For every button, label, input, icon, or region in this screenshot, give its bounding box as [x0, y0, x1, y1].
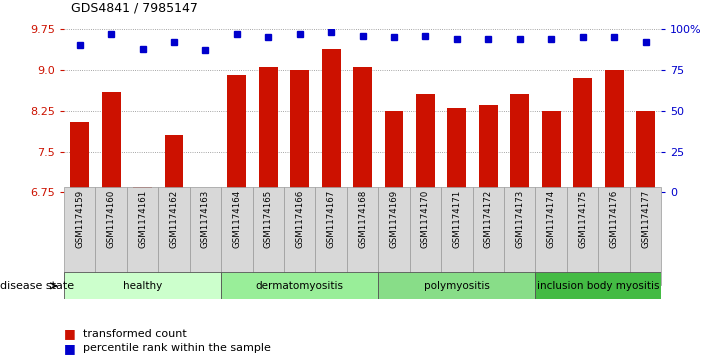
Bar	[95, 187, 127, 285]
Text: GDS4841 / 7985147: GDS4841 / 7985147	[71, 1, 198, 15]
Text: GSM1174159: GSM1174159	[75, 190, 84, 248]
Text: GSM1174169: GSM1174169	[390, 190, 399, 248]
Bar	[604, 70, 624, 192]
Text: GSM1174175: GSM1174175	[578, 190, 587, 248]
Text: GSM1174176: GSM1174176	[609, 190, 619, 248]
Text: percentile rank within the sample: percentile rank within the sample	[83, 343, 271, 354]
Bar	[410, 187, 442, 285]
Bar	[504, 187, 535, 285]
Bar	[70, 122, 89, 192]
Bar	[479, 105, 498, 192]
Text: GSM1174174: GSM1174174	[547, 190, 556, 248]
Text: GSM1174177: GSM1174177	[641, 190, 650, 248]
Text: GSM1174168: GSM1174168	[358, 190, 367, 248]
Bar	[473, 187, 504, 285]
Bar	[259, 67, 278, 192]
Bar	[378, 272, 535, 299]
Text: transformed count: transformed count	[83, 329, 187, 339]
Bar	[573, 78, 592, 192]
Text: ■: ■	[64, 327, 76, 340]
Text: GSM1174165: GSM1174165	[264, 190, 273, 248]
Bar	[347, 187, 378, 285]
Bar	[378, 187, 410, 285]
Bar	[599, 187, 630, 285]
Text: GSM1174171: GSM1174171	[452, 190, 461, 248]
Text: GSM1174170: GSM1174170	[421, 190, 430, 248]
Bar	[290, 70, 309, 192]
Text: inclusion body myositis: inclusion body myositis	[537, 281, 660, 291]
Bar	[353, 67, 372, 192]
Bar	[535, 187, 567, 285]
Bar	[630, 187, 661, 285]
Bar	[221, 187, 252, 285]
Text: GSM1174162: GSM1174162	[169, 190, 178, 248]
Text: GSM1174161: GSM1174161	[138, 190, 147, 248]
Text: GSM1174164: GSM1174164	[232, 190, 241, 248]
Bar	[416, 94, 435, 192]
Bar	[535, 272, 661, 299]
Bar	[385, 111, 403, 192]
Bar	[636, 111, 655, 192]
Text: dermatomyositis: dermatomyositis	[256, 281, 343, 291]
Bar	[442, 187, 473, 285]
Bar	[252, 187, 284, 285]
Text: polymyositis: polymyositis	[424, 281, 490, 291]
Bar	[159, 187, 190, 285]
Bar	[190, 187, 221, 285]
Bar	[64, 187, 95, 285]
Bar	[322, 49, 341, 192]
Bar	[284, 187, 316, 285]
Text: GSM1174173: GSM1174173	[515, 190, 524, 248]
Bar	[447, 108, 466, 192]
Bar	[567, 187, 599, 285]
Text: GSM1174166: GSM1174166	[295, 190, 304, 248]
Text: GSM1174160: GSM1174160	[107, 190, 116, 248]
Bar	[542, 111, 561, 192]
Bar	[316, 187, 347, 285]
Bar	[64, 272, 221, 299]
Bar	[221, 272, 378, 299]
Text: GSM1174163: GSM1174163	[201, 190, 210, 248]
Bar	[133, 187, 152, 192]
Bar	[196, 189, 215, 192]
Text: healthy: healthy	[123, 281, 162, 291]
Text: GSM1174167: GSM1174167	[326, 190, 336, 248]
Bar	[127, 187, 159, 285]
Text: disease state: disease state	[0, 281, 74, 291]
Text: GSM1174172: GSM1174172	[484, 190, 493, 248]
Bar	[102, 92, 121, 192]
Text: ■: ■	[64, 342, 76, 355]
Bar	[510, 94, 529, 192]
Bar	[164, 135, 183, 192]
Bar	[228, 75, 246, 192]
